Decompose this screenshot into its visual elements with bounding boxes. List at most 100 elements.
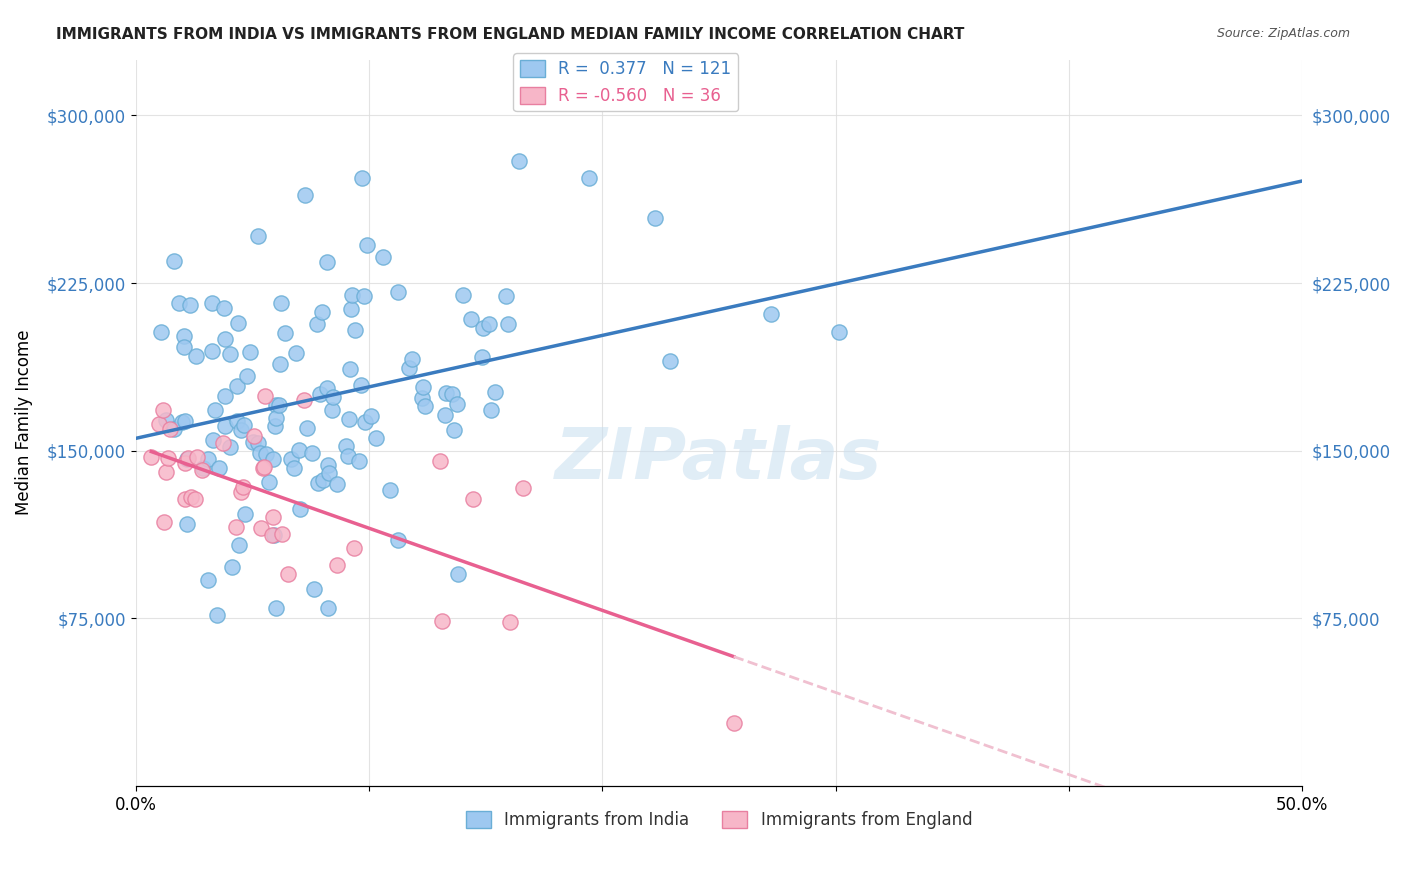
Point	[174, 415, 197, 429]
Point	[249, 521, 271, 535]
Point	[353, 289, 375, 303]
Point	[478, 317, 501, 331]
Point	[578, 170, 600, 185]
Point	[412, 380, 434, 394]
Point	[461, 492, 484, 507]
Point	[153, 515, 176, 529]
Point	[264, 601, 287, 615]
Point	[301, 446, 323, 460]
Point	[373, 250, 395, 264]
Point	[353, 415, 375, 429]
Point	[295, 420, 318, 434]
Point	[231, 423, 253, 437]
Point	[221, 560, 243, 574]
Point	[283, 461, 305, 475]
Point	[398, 361, 420, 376]
Point	[257, 475, 280, 490]
Point	[197, 452, 219, 467]
Point	[262, 510, 284, 524]
Point	[155, 465, 177, 479]
Y-axis label: Median Family Income: Median Family Income	[15, 330, 32, 516]
Point	[443, 423, 465, 437]
Point	[441, 387, 464, 401]
Point	[163, 254, 186, 268]
Point	[202, 433, 225, 447]
Point	[264, 398, 287, 412]
Point	[326, 476, 349, 491]
Point	[225, 520, 247, 534]
Point	[364, 431, 387, 445]
Point	[496, 317, 519, 331]
Point	[184, 492, 207, 507]
Point	[228, 538, 250, 552]
Point	[644, 211, 666, 225]
Point	[173, 329, 195, 343]
Point	[174, 456, 197, 470]
Point	[148, 417, 170, 431]
Point	[155, 413, 177, 427]
Point	[316, 458, 339, 472]
Point	[226, 316, 249, 330]
Point	[180, 490, 202, 504]
Point	[347, 454, 370, 468]
Point	[325, 558, 347, 572]
Point	[460, 311, 482, 326]
Text: ZIPatlas: ZIPatlas	[555, 425, 883, 493]
Point	[177, 451, 200, 466]
Point	[264, 419, 287, 434]
Point	[315, 381, 337, 395]
Point	[318, 466, 340, 480]
Point	[434, 386, 457, 401]
Point	[302, 582, 325, 596]
Point	[350, 171, 373, 186]
Point	[225, 379, 247, 393]
Point	[184, 350, 207, 364]
Point	[200, 295, 222, 310]
Point	[360, 409, 382, 423]
Point	[512, 481, 534, 495]
Point	[205, 608, 228, 623]
Point	[270, 527, 292, 541]
Point	[173, 340, 195, 354]
Point	[342, 288, 364, 302]
Point	[387, 533, 409, 548]
Point	[176, 517, 198, 532]
Point	[191, 461, 214, 475]
Point	[343, 541, 366, 555]
Point	[214, 301, 236, 316]
Point	[828, 326, 851, 340]
Point	[350, 377, 373, 392]
Point	[471, 350, 494, 364]
Point	[152, 402, 174, 417]
Point	[225, 414, 247, 428]
Point	[270, 296, 292, 310]
Point	[280, 452, 302, 467]
Point	[214, 418, 236, 433]
Point	[167, 295, 190, 310]
Point	[413, 399, 436, 413]
Point	[316, 601, 339, 615]
Point	[159, 422, 181, 436]
Point	[659, 354, 682, 368]
Point	[335, 439, 357, 453]
Point	[447, 566, 470, 581]
Point	[292, 393, 315, 408]
Point	[472, 321, 495, 335]
Point	[254, 447, 277, 461]
Point	[218, 347, 240, 361]
Point	[277, 566, 299, 581]
Point	[411, 391, 433, 405]
Point	[274, 326, 297, 340]
Point	[246, 229, 269, 244]
Point	[243, 428, 266, 442]
Point	[229, 485, 252, 500]
Point	[252, 461, 274, 475]
Point	[269, 357, 291, 371]
Point	[197, 573, 219, 587]
Point	[305, 317, 328, 331]
Point	[218, 441, 240, 455]
Point	[201, 344, 224, 359]
Point	[176, 451, 198, 466]
Point	[339, 362, 361, 376]
Point	[356, 238, 378, 252]
